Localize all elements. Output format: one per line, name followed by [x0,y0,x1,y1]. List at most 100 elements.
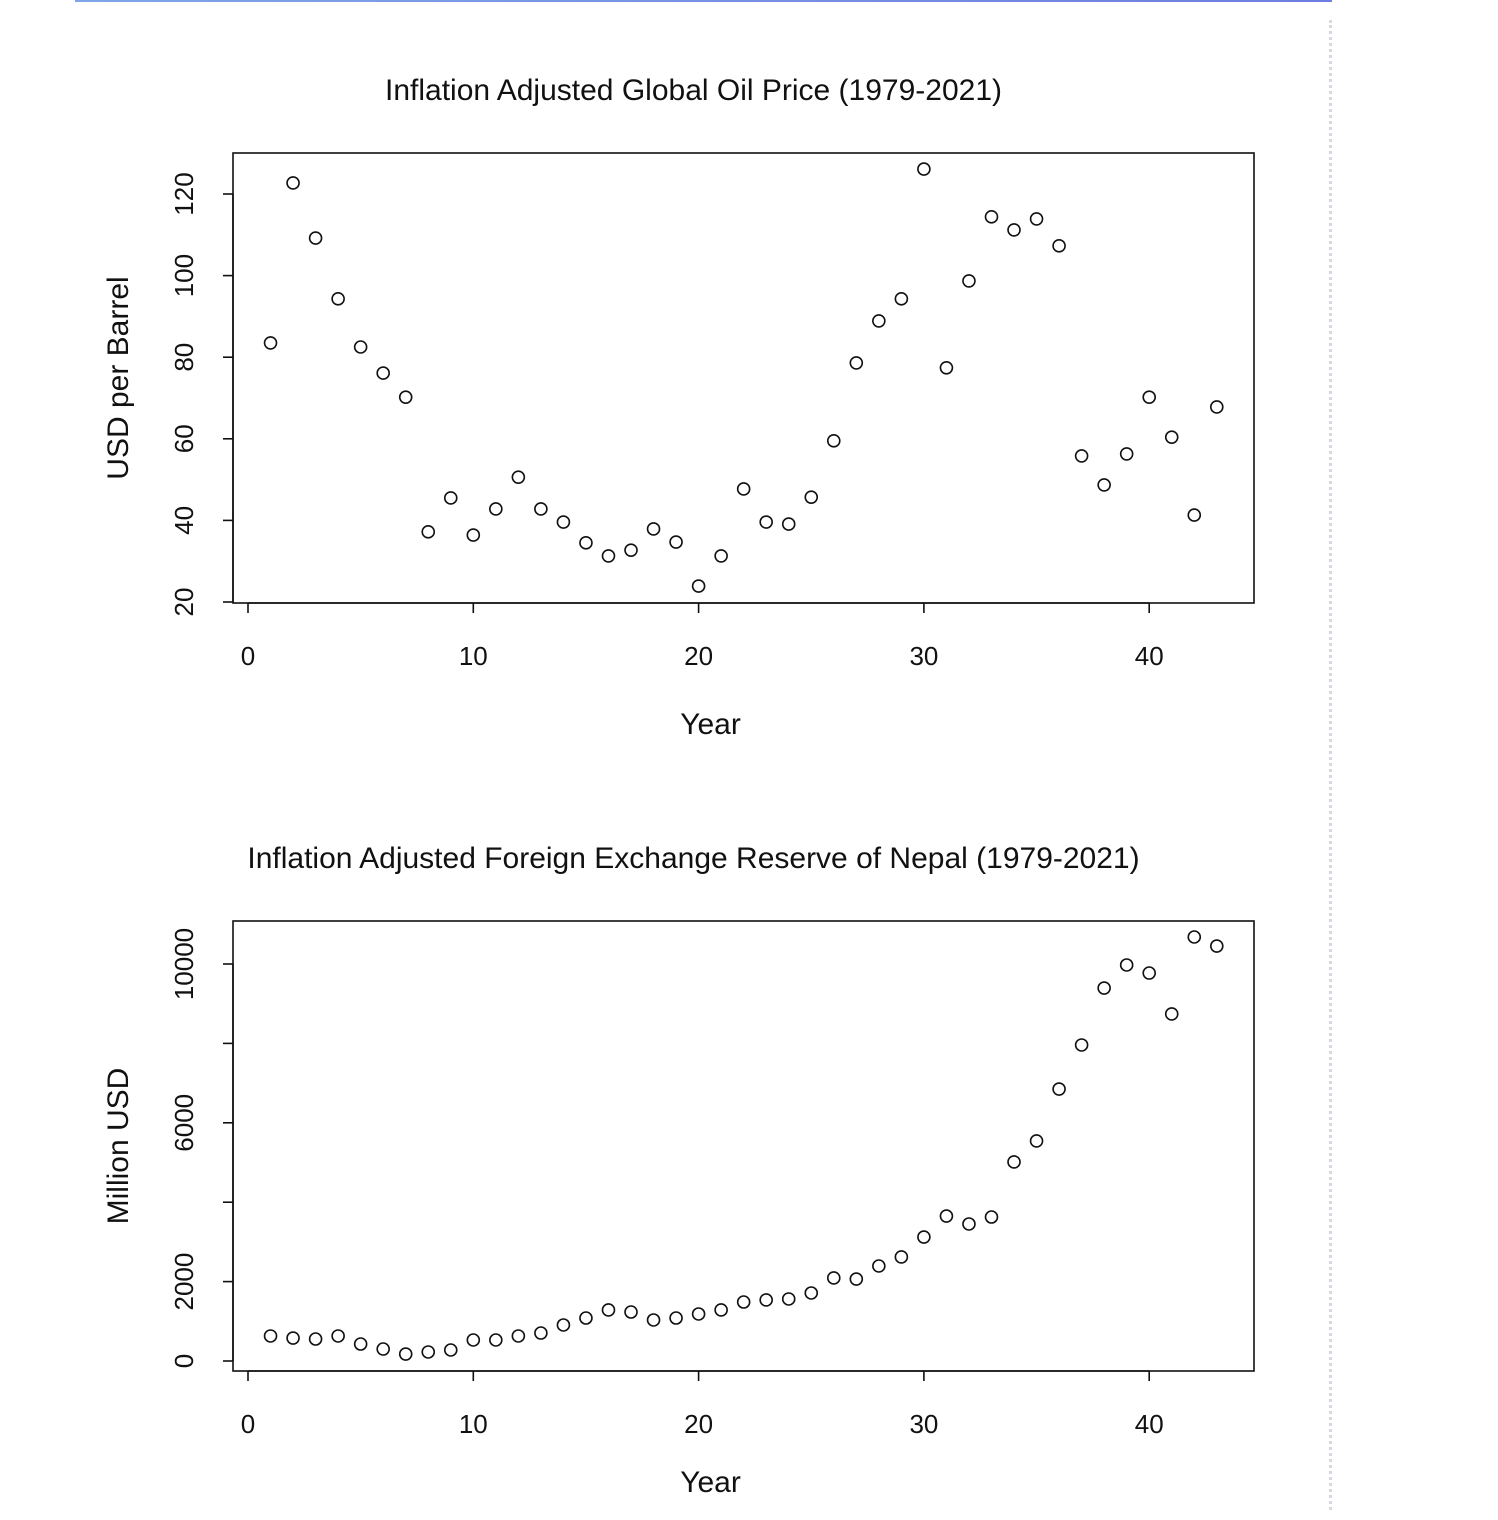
data-point [781,517,796,531]
data-point [826,1271,841,1285]
y-axis-label: USD per Barrel [102,276,135,479]
data-point [804,1286,819,1300]
data-point [466,1333,481,1347]
data-point [511,470,526,484]
x-tick-label: 30 [909,641,938,671]
data-point [894,1250,909,1264]
data-point [308,1332,323,1346]
data-point [939,1209,954,1223]
x-axis-label: Year [680,1466,741,1499]
data-point [466,528,481,542]
data-point [1097,981,1111,995]
data-point [917,162,931,176]
data-point [849,356,864,370]
data-point [624,1305,638,1319]
data-point [1052,239,1066,253]
data-point [601,549,616,563]
y-tick-label: 120 [169,172,199,215]
data-point [489,1333,503,1347]
data-point [714,549,728,563]
y-tick-label: 2000 [169,1253,199,1311]
data-point [1209,400,1224,414]
right-dotted-divider [1329,20,1332,1510]
chart-title: Inflation Adjusted Foreign Exchange Rese… [247,842,1139,875]
data-point [331,1329,345,1343]
data-point [872,1259,886,1273]
x-tick-label: 40 [1135,641,1164,671]
data-point [443,491,458,505]
y-tick-label: 80 [169,343,199,372]
data-point [1164,430,1179,444]
data-point [624,543,638,557]
data-point [511,1329,526,1343]
data-point [691,579,706,593]
data-point [398,390,413,404]
data-point [759,515,773,529]
chart-panel-1: Inflation Adjusted Global Oil Price (197… [102,74,1255,741]
data-point [984,210,999,224]
y-tick-label: 20 [169,588,199,617]
data-point [646,522,661,536]
data-point [1142,390,1156,404]
x-tick-label: 10 [459,1409,488,1439]
data-point [601,1303,616,1317]
data-point [353,340,368,354]
data-point [263,1329,278,1343]
y-tick-label: 10000 [169,928,199,1000]
data-point [1007,223,1021,237]
data-point [534,502,548,516]
data-point [736,482,751,496]
y-tick-label: 100 [169,254,199,297]
data-point [826,434,841,448]
x-tick-label: 0 [241,641,255,671]
data-point [1164,1007,1179,1021]
x-tick-label: 40 [1135,1409,1164,1439]
data-point [714,1303,728,1317]
data-point [263,336,278,350]
y-tick-label: 40 [169,506,199,535]
data-point [308,231,323,245]
x-tick-label: 10 [459,641,488,671]
y-tick-label: 6000 [169,1094,199,1152]
data-point [353,1337,368,1351]
x-tick-label: 20 [684,1409,713,1439]
data-point [849,1272,864,1286]
data-point [736,1295,751,1309]
data-point [421,1345,436,1359]
data-point [1029,212,1044,226]
x-tick-label: 0 [241,1409,255,1439]
data-point [579,1311,593,1325]
data-point [669,1311,683,1325]
data-point [1209,939,1224,953]
data-point [917,1230,931,1244]
x-tick-label: 30 [909,1409,938,1439]
plot-frame [232,920,1255,1372]
data-point [1119,958,1134,972]
chart-panel-2: Inflation Adjusted Foreign Exchange Rese… [102,842,1255,1499]
data-point [1187,930,1202,944]
data-point [1007,1155,1021,1169]
data-point [691,1307,706,1321]
data-point [1119,447,1134,461]
top-border-line [75,0,1332,2]
data-point [962,1217,976,1231]
data-point [1074,449,1089,463]
data-point [579,536,593,550]
y-axis-label: Million USD [102,1068,135,1225]
data-point [984,1210,999,1224]
data-point [489,502,503,516]
x-tick-label: 20 [684,641,713,671]
data-point [1052,1082,1066,1096]
y-tick-label: 60 [169,424,199,453]
data-point [421,525,436,539]
data-point [962,274,976,288]
data-point [556,1318,571,1332]
y-tick-label: 0 [169,1354,199,1368]
data-point [1097,478,1111,492]
data-point [1187,508,1202,522]
data-point [286,176,300,190]
data-point [443,1343,458,1357]
data-point [534,1326,548,1340]
data-point [759,1293,773,1307]
